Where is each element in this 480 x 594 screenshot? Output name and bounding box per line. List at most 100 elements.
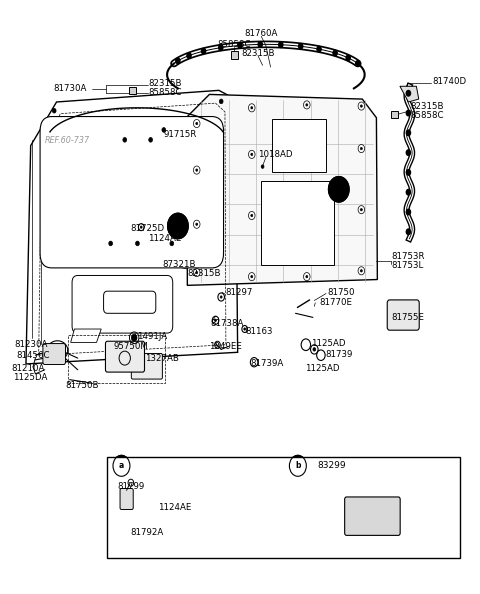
- FancyBboxPatch shape: [392, 110, 398, 118]
- FancyBboxPatch shape: [40, 116, 224, 268]
- Text: 1125AD: 1125AD: [305, 364, 339, 372]
- Polygon shape: [187, 94, 377, 285]
- Text: 82315B: 82315B: [410, 102, 444, 110]
- Circle shape: [52, 108, 56, 113]
- Text: 81297: 81297: [225, 288, 252, 297]
- Circle shape: [175, 58, 180, 64]
- Text: 81760A: 81760A: [244, 29, 278, 39]
- Circle shape: [316, 46, 322, 53]
- Text: 81230A: 81230A: [14, 340, 48, 349]
- Circle shape: [355, 60, 360, 67]
- Text: 85858C: 85858C: [148, 88, 182, 97]
- FancyBboxPatch shape: [345, 497, 400, 535]
- Circle shape: [170, 241, 174, 246]
- Circle shape: [278, 41, 284, 48]
- Text: 81456C: 81456C: [16, 350, 50, 360]
- Circle shape: [135, 241, 139, 246]
- Circle shape: [251, 153, 252, 156]
- Circle shape: [306, 153, 308, 156]
- Circle shape: [219, 99, 223, 104]
- Circle shape: [406, 149, 411, 156]
- Text: a: a: [119, 462, 124, 470]
- Text: 81753L: 81753L: [392, 261, 424, 270]
- Text: 91715R: 91715R: [164, 130, 197, 139]
- Circle shape: [251, 107, 252, 109]
- Circle shape: [162, 128, 166, 132]
- Circle shape: [109, 241, 112, 246]
- FancyBboxPatch shape: [72, 276, 173, 333]
- Circle shape: [306, 276, 308, 278]
- Polygon shape: [400, 86, 419, 102]
- Circle shape: [196, 169, 198, 171]
- FancyBboxPatch shape: [132, 353, 162, 379]
- Circle shape: [140, 226, 142, 228]
- Circle shape: [257, 41, 263, 48]
- Text: 81792A: 81792A: [131, 528, 164, 537]
- Circle shape: [360, 270, 362, 272]
- Circle shape: [289, 456, 306, 476]
- FancyBboxPatch shape: [261, 181, 334, 265]
- Text: 82315B: 82315B: [148, 80, 182, 89]
- Text: 1018AD: 1018AD: [258, 150, 292, 159]
- Circle shape: [168, 213, 188, 239]
- Circle shape: [406, 189, 411, 195]
- Text: 81210A: 81210A: [12, 364, 45, 372]
- Circle shape: [113, 456, 130, 476]
- Circle shape: [261, 165, 264, 168]
- Circle shape: [306, 214, 308, 217]
- Polygon shape: [71, 329, 101, 342]
- FancyBboxPatch shape: [43, 343, 65, 365]
- Text: 82315B: 82315B: [187, 269, 221, 278]
- Circle shape: [132, 334, 137, 341]
- Text: 81740D: 81740D: [432, 77, 466, 86]
- Text: 81750B: 81750B: [65, 381, 98, 390]
- Text: REF.60-737: REF.60-737: [45, 137, 90, 146]
- Text: 83299: 83299: [318, 462, 346, 470]
- Circle shape: [328, 176, 349, 202]
- FancyBboxPatch shape: [120, 488, 133, 510]
- Circle shape: [201, 48, 206, 55]
- Text: 81738A: 81738A: [211, 319, 244, 328]
- Circle shape: [406, 228, 411, 235]
- Text: 81770E: 81770E: [319, 298, 352, 307]
- FancyBboxPatch shape: [130, 87, 136, 94]
- Circle shape: [196, 122, 198, 125]
- Text: 87321B: 87321B: [162, 260, 196, 269]
- Circle shape: [406, 169, 411, 176]
- Text: 1125AD: 1125AD: [311, 339, 345, 348]
- Circle shape: [220, 296, 222, 298]
- Text: 1124AE: 1124AE: [157, 503, 191, 512]
- Text: 82315B: 82315B: [241, 49, 275, 58]
- Circle shape: [196, 271, 198, 274]
- Circle shape: [298, 43, 303, 50]
- Circle shape: [218, 44, 224, 51]
- Text: 95750M: 95750M: [114, 342, 149, 351]
- Circle shape: [332, 49, 338, 56]
- Text: 81755E: 81755E: [392, 313, 424, 322]
- Text: 81799: 81799: [118, 482, 145, 491]
- Circle shape: [306, 104, 308, 106]
- Circle shape: [196, 223, 198, 225]
- FancyBboxPatch shape: [104, 291, 156, 313]
- FancyBboxPatch shape: [108, 457, 460, 558]
- Text: 1491JA: 1491JA: [137, 332, 168, 341]
- Circle shape: [244, 328, 246, 330]
- Text: 1125DA: 1125DA: [13, 373, 48, 382]
- Text: 1124AE: 1124AE: [148, 233, 181, 243]
- Text: 85858C: 85858C: [410, 111, 444, 120]
- Circle shape: [406, 109, 411, 116]
- Circle shape: [237, 42, 243, 49]
- Polygon shape: [26, 90, 238, 364]
- FancyBboxPatch shape: [106, 341, 144, 372]
- Text: 1249EE: 1249EE: [209, 342, 242, 351]
- Circle shape: [251, 214, 252, 217]
- Circle shape: [251, 276, 252, 278]
- Circle shape: [313, 347, 316, 351]
- FancyBboxPatch shape: [230, 51, 238, 59]
- Text: b: b: [175, 222, 181, 230]
- FancyBboxPatch shape: [272, 119, 326, 172]
- Text: 81725D: 81725D: [131, 224, 165, 233]
- Text: 81753R: 81753R: [392, 252, 425, 261]
- FancyBboxPatch shape: [387, 300, 419, 330]
- Text: a: a: [336, 185, 342, 194]
